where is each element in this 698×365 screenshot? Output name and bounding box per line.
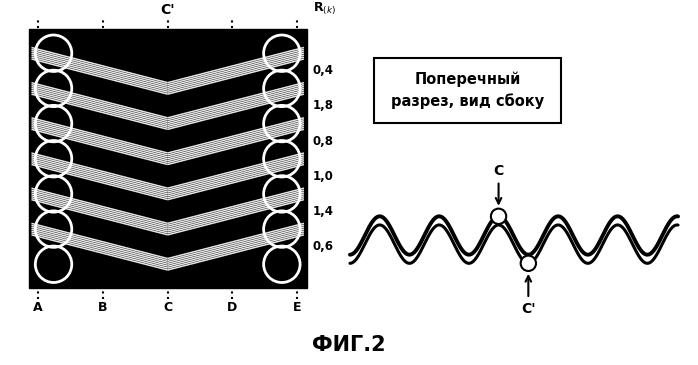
Text: 0,8: 0,8 bbox=[313, 135, 334, 148]
Polygon shape bbox=[374, 58, 561, 123]
Text: C: C bbox=[493, 164, 504, 204]
Text: A: A bbox=[34, 301, 43, 314]
Text: C': C' bbox=[521, 276, 535, 316]
Text: 0,6: 0,6 bbox=[313, 240, 334, 253]
Text: 1,8: 1,8 bbox=[313, 100, 334, 112]
Text: C': C' bbox=[161, 3, 175, 17]
Text: E: E bbox=[293, 301, 302, 314]
Text: D: D bbox=[228, 301, 237, 314]
Text: B: B bbox=[98, 301, 107, 314]
Text: ФИГ.2: ФИГ.2 bbox=[312, 335, 386, 356]
Text: C: C bbox=[163, 301, 172, 314]
Text: 0,4: 0,4 bbox=[313, 64, 334, 77]
Text: R$_{(k)}$: R$_{(k)}$ bbox=[313, 0, 336, 17]
Circle shape bbox=[491, 209, 506, 224]
Circle shape bbox=[521, 255, 536, 271]
Text: 1,4: 1,4 bbox=[313, 205, 334, 218]
Text: 1,0: 1,0 bbox=[313, 170, 334, 183]
Text: Поперечный
разрез, вид сбоку: Поперечный разрез, вид сбоку bbox=[391, 72, 544, 110]
Polygon shape bbox=[29, 29, 307, 288]
